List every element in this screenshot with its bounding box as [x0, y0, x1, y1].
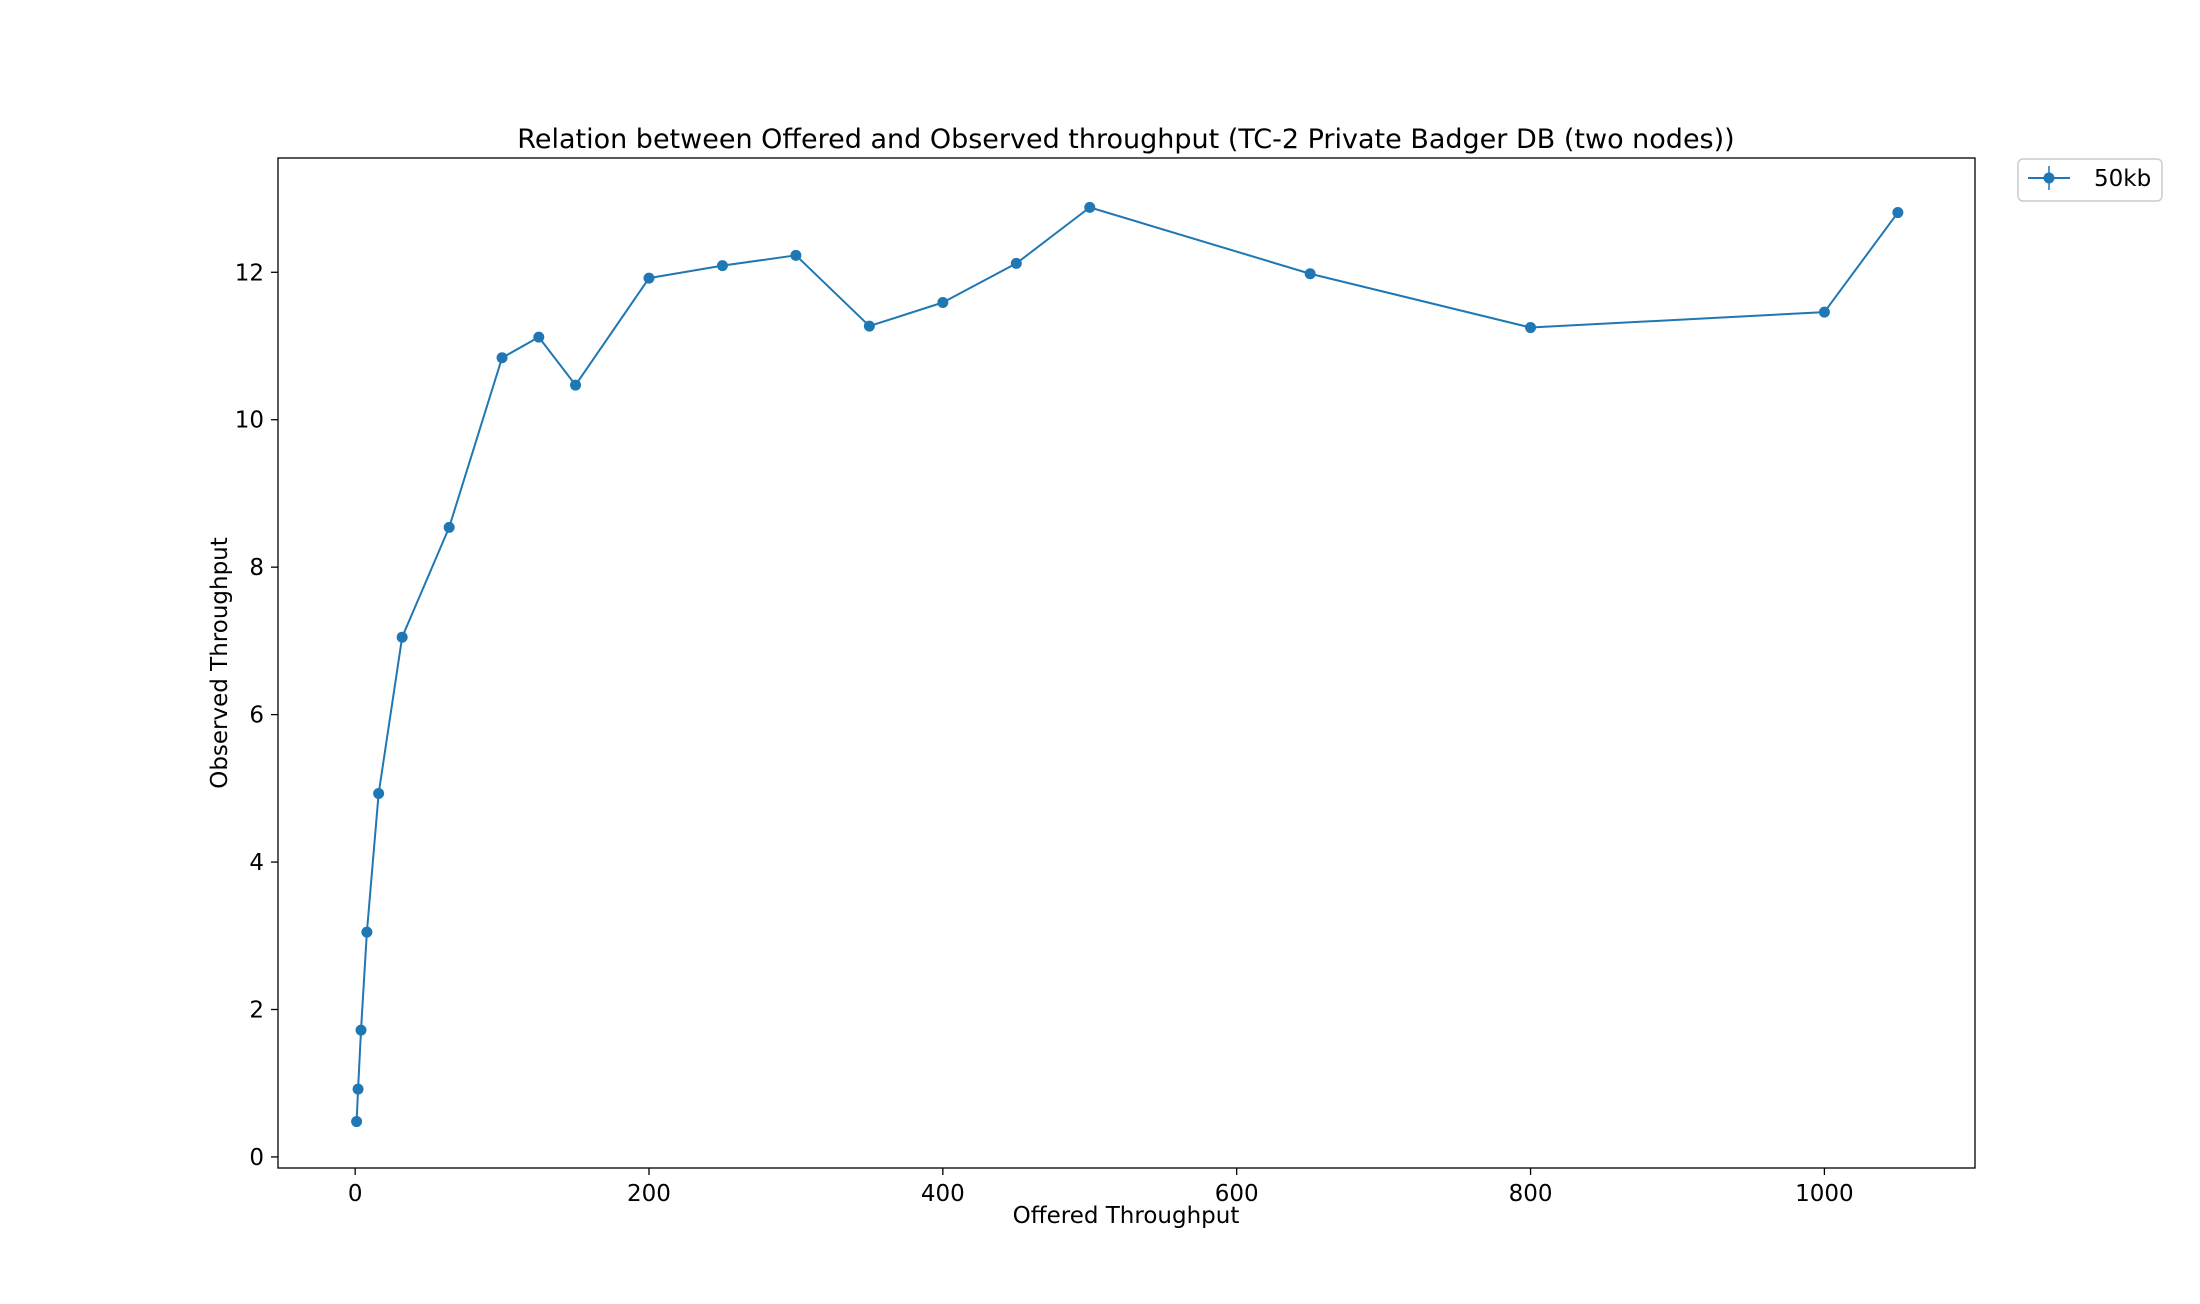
y-tick-label: 6	[249, 703, 264, 729]
y-tick-label: 0	[249, 1145, 264, 1171]
data-point	[937, 296, 949, 308]
x-tick-label: 1000	[1795, 1181, 1854, 1207]
plot-frame	[277, 157, 1976, 1169]
x-tick-label: 400	[921, 1181, 965, 1207]
data-point	[352, 1083, 364, 1095]
data-point	[643, 272, 655, 284]
data-point	[443, 521, 455, 533]
x-tick-label: 0	[348, 1181, 363, 1207]
legend-label-50kb: 50kb	[2094, 166, 2151, 192]
data-point	[570, 379, 582, 391]
legend-marker-swatch	[2043, 172, 2055, 184]
data-point	[790, 249, 802, 261]
legend: 50kb	[2017, 158, 2163, 202]
data-point	[1010, 257, 1022, 269]
x-tick-label: 200	[627, 1181, 671, 1207]
x-tick-label: 600	[1215, 1181, 1259, 1207]
data-point	[533, 331, 545, 343]
y-tick-label: 2	[249, 997, 264, 1023]
data-point	[355, 1024, 367, 1036]
y-tick-label: 12	[235, 260, 264, 286]
y-tick-label: 8	[249, 555, 264, 581]
y-tick-label: 4	[249, 850, 264, 876]
chart-title: Relation between Offered and Observed th…	[517, 124, 1734, 155]
data-point	[396, 631, 408, 643]
data-point	[1818, 306, 1830, 318]
data-point	[1304, 268, 1316, 280]
series-line-50kb	[355, 206, 1899, 1122]
legend-frame	[2017, 158, 2163, 202]
data-point	[351, 1116, 363, 1128]
x-tick-label: 800	[1509, 1181, 1553, 1207]
data-point	[863, 320, 875, 332]
data-point	[716, 260, 728, 272]
data-point	[1525, 322, 1537, 334]
data-point	[1084, 201, 1096, 213]
data-point	[496, 352, 508, 364]
y-axis-label: Observed Throughput	[207, 537, 233, 789]
x-axis-label: Offered Throughput	[1013, 1203, 1240, 1229]
data-point	[1892, 207, 1904, 219]
data-point	[373, 787, 385, 799]
data-point	[361, 926, 373, 938]
y-tick-label: 10	[235, 408, 264, 434]
